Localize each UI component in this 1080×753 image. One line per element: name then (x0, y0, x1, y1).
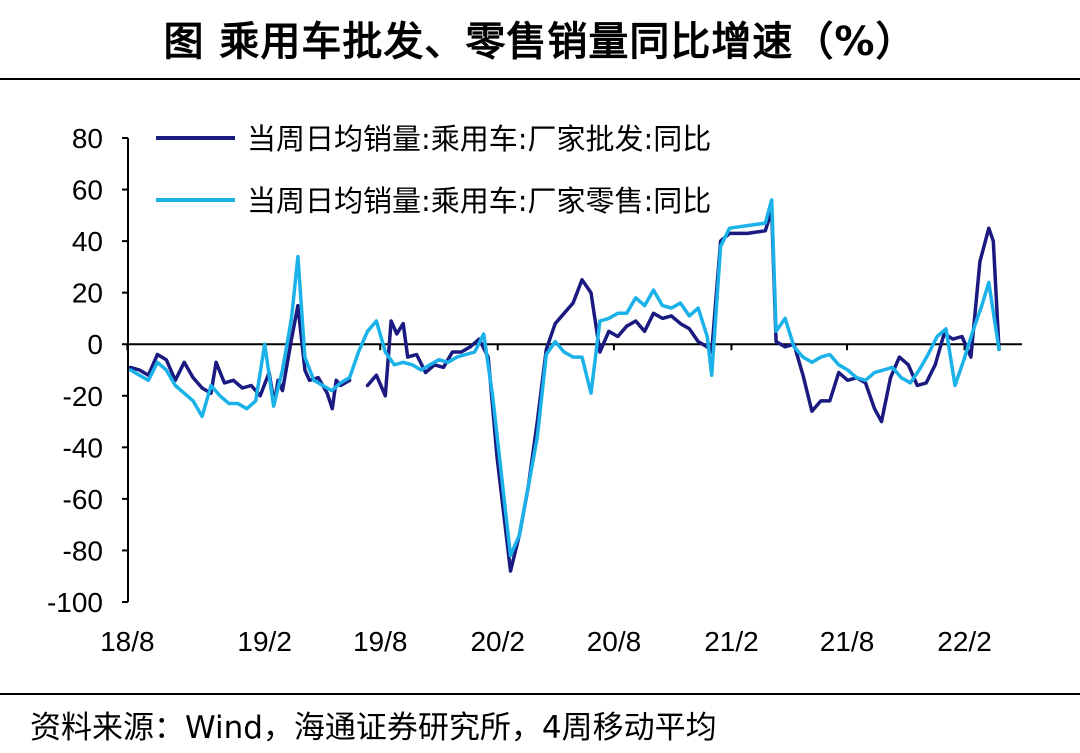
x-tick-label: 21/2 (704, 626, 759, 657)
series-line-1 (365, 208, 1001, 573)
x-tick-label: 22/2 (937, 626, 992, 657)
x-tick-label: 20/8 (587, 626, 642, 657)
y-tick-label: -20 (63, 381, 103, 412)
x-tick-label: 19/8 (353, 626, 408, 657)
source-note: 资料来源：Wind，海通证券研究所，4周移动平均 (30, 710, 717, 746)
source-divider (0, 693, 1080, 695)
x-tick-label: 19/2 (237, 626, 292, 657)
chart-title: 图 乘用车批发、零售销量同比增速（%） (163, 19, 917, 65)
y-tick-label: 20 (72, 278, 103, 309)
series-line-2 (128, 198, 1001, 558)
x-tick-label: 21/8 (820, 626, 875, 657)
chart-axes: 80 60 40 20 0 -20 -40 -60 -80 -100 18/8 19/2 19/8 20/… (47, 123, 1022, 657)
y-tick-label: -40 (63, 432, 103, 463)
y-tick-label: -80 (63, 535, 103, 566)
line-chart: 80 60 40 20 0 -20 -40 -60 -80 -100 18/8 19/2 19/8 20/… (47, 122, 1022, 657)
y-tick-label: 40 (72, 226, 103, 257)
title-divider (0, 78, 1080, 80)
y-tick-label: 60 (72, 175, 103, 206)
legend-label-2: 当周日均销量:乘用车:厂家零售:同比 (247, 184, 711, 218)
x-tick-label: 18/8 (100, 626, 155, 657)
y-tick-label: -60 (63, 484, 103, 515)
chart-lines (128, 198, 1001, 573)
legend-label-1: 当周日均销量:乘用车:厂家批发:同比 (247, 122, 711, 156)
y-tick-label: -100 (47, 587, 103, 618)
y-tick-label: 0 (87, 329, 103, 360)
series-line-1 (128, 303, 352, 411)
y-tick-label: 80 (72, 123, 103, 154)
x-tick-label: 20/2 (470, 626, 525, 657)
